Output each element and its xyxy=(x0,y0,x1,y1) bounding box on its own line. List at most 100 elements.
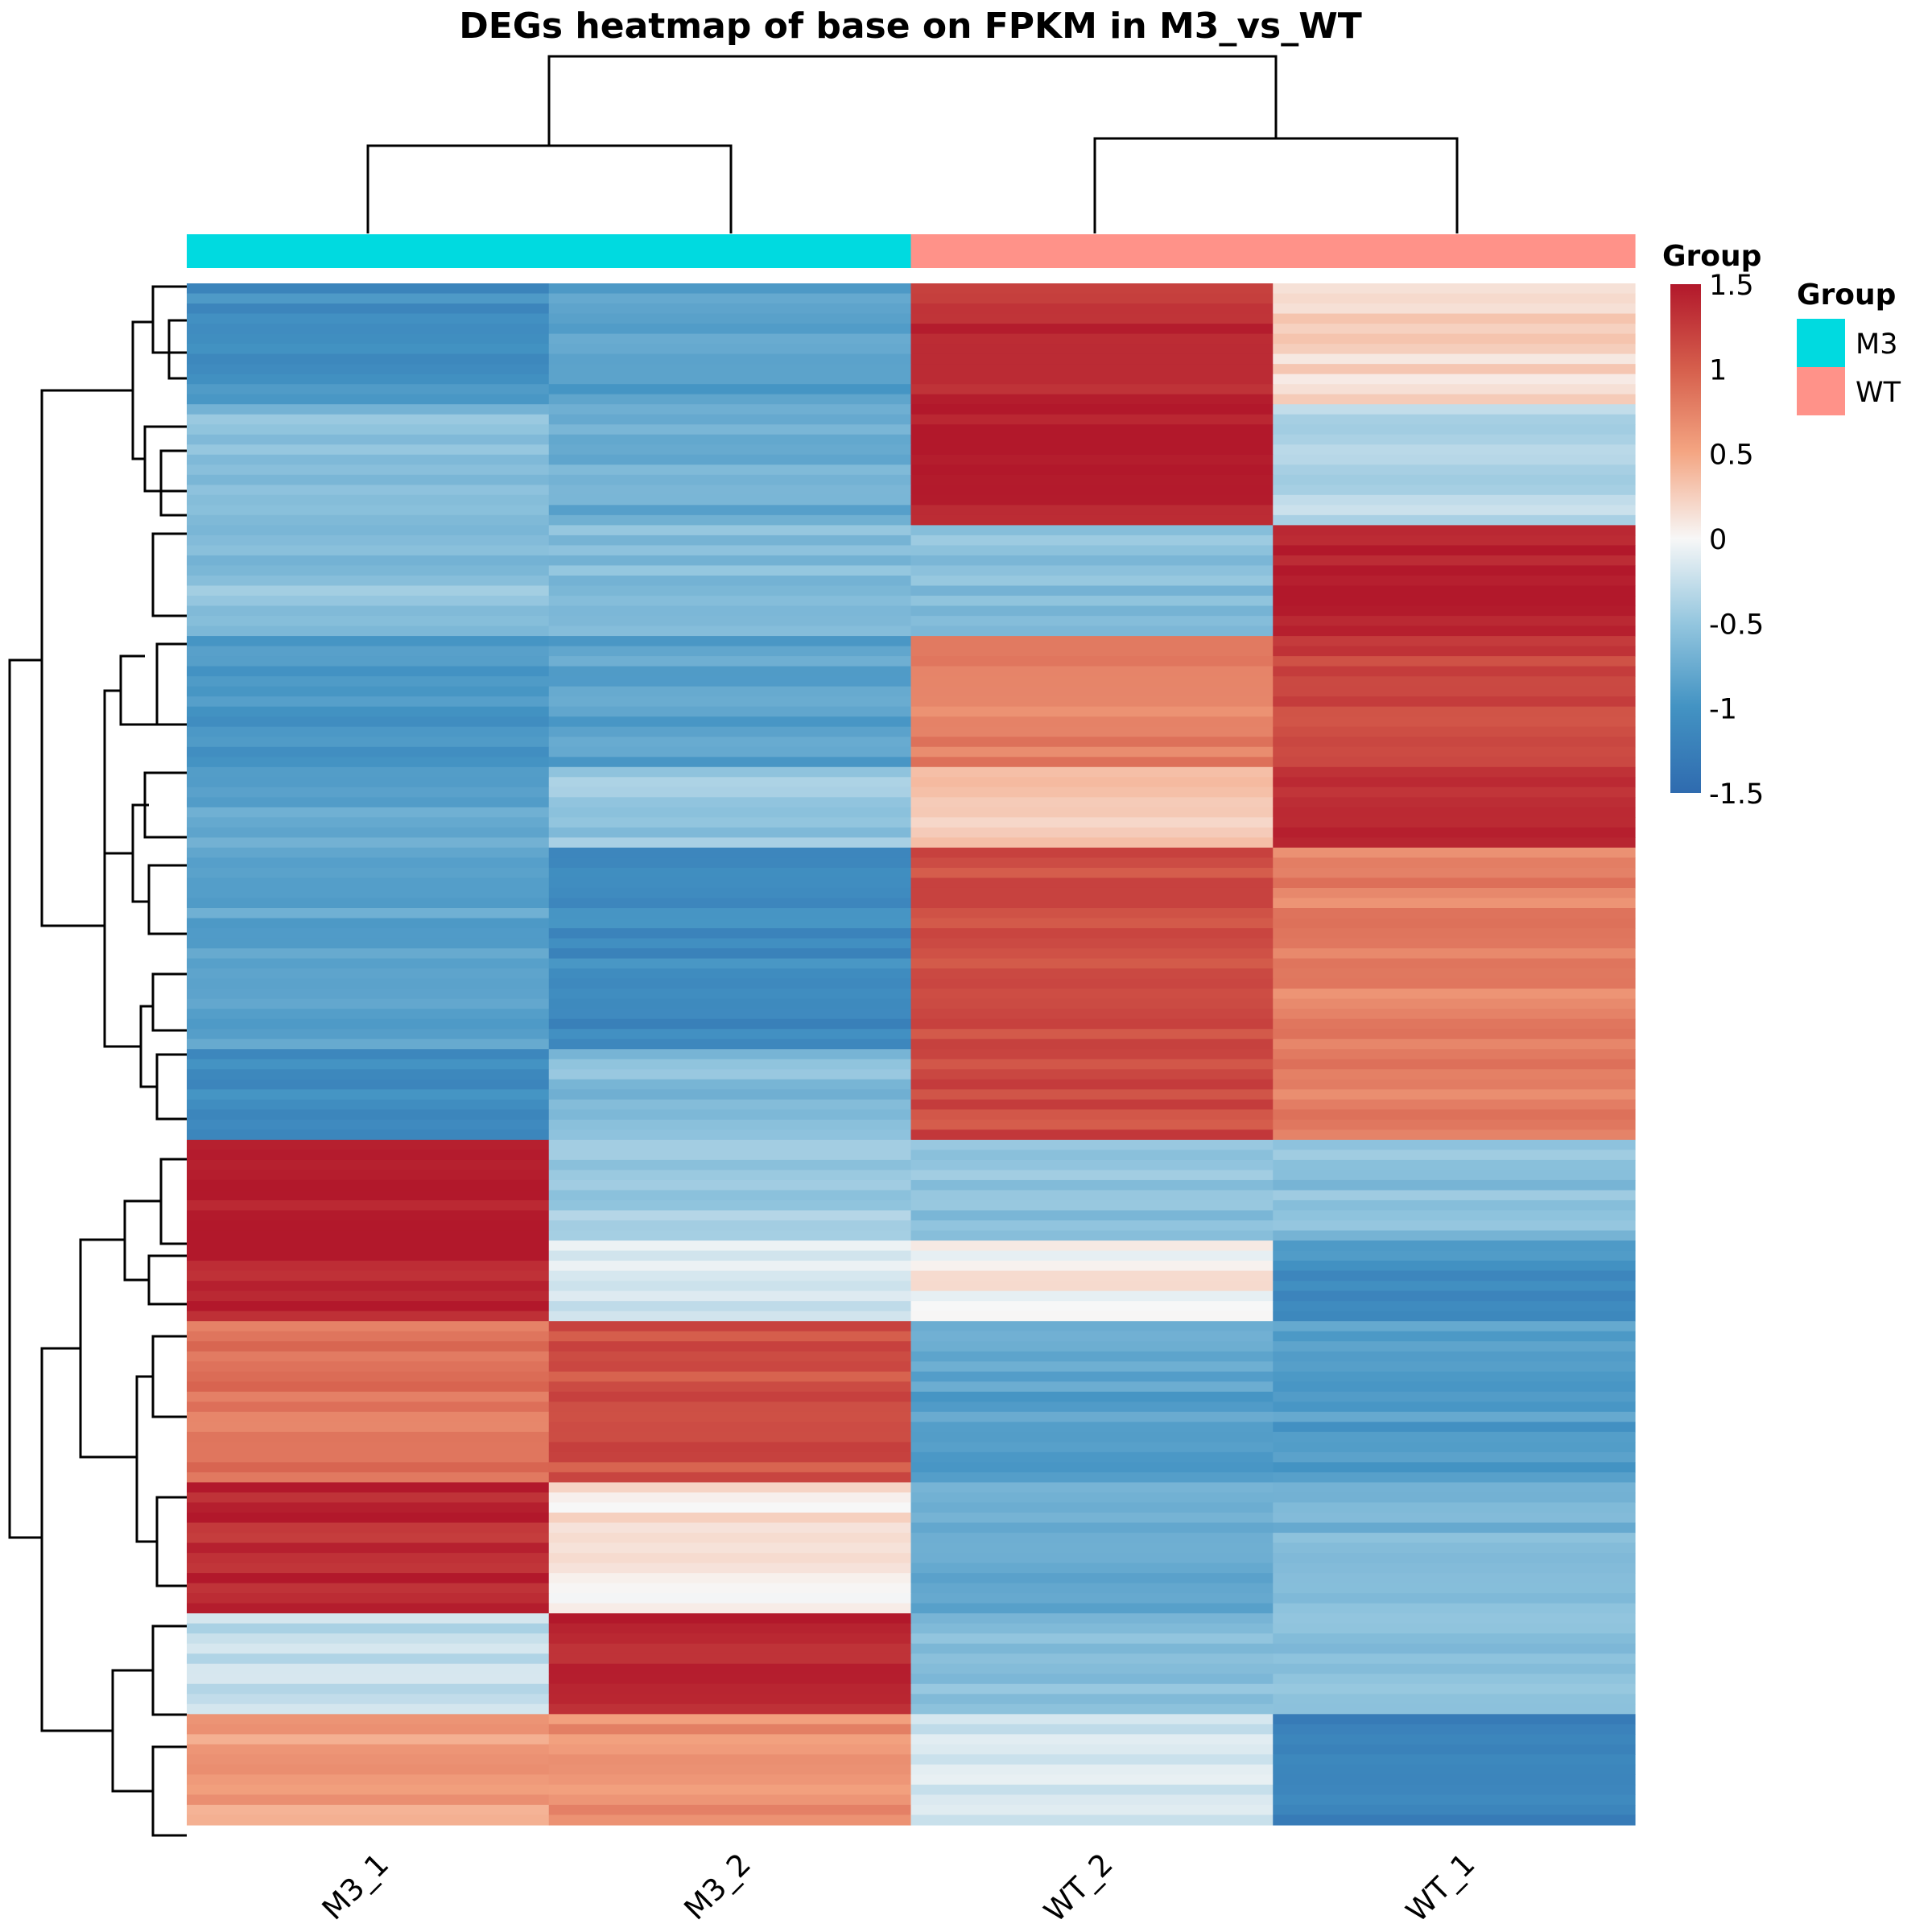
heatmap-cell xyxy=(910,737,1274,748)
heatmap-cell xyxy=(910,353,1274,365)
color-scale-tick-label: 0 xyxy=(1709,524,1727,556)
heatmap-cell xyxy=(187,1694,550,1705)
heatmap-cell xyxy=(1273,505,1636,516)
heatmap-cell xyxy=(1273,1261,1636,1272)
heatmap-cell xyxy=(1273,1744,1636,1755)
heatmap-cell xyxy=(548,1734,912,1745)
heatmap-cell xyxy=(187,1361,550,1373)
heatmap-cell xyxy=(910,726,1274,737)
heatmap-cell xyxy=(187,918,550,929)
heatmap-cell xyxy=(187,989,550,1000)
heatmap-cell xyxy=(910,857,1274,869)
heatmap-cell xyxy=(1273,1331,1636,1342)
heatmap-cell xyxy=(548,1764,912,1776)
heatmap-cell xyxy=(548,313,912,324)
heatmap-cell xyxy=(1273,494,1636,506)
heatmap-cell xyxy=(187,1794,550,1806)
heatmap-cell xyxy=(548,454,912,465)
group-bar-cell xyxy=(910,234,1274,268)
heatmap-cell xyxy=(187,293,550,304)
heatmap-cell xyxy=(187,1150,550,1161)
heatmap-cell xyxy=(187,636,550,647)
heatmap-cell xyxy=(1273,766,1636,778)
heatmap-cell xyxy=(1273,1724,1636,1735)
group-legend-items: M3 WT xyxy=(1797,319,1901,415)
heatmap-cell xyxy=(1273,998,1636,1009)
heatmap-cell xyxy=(187,1764,550,1776)
heatmap-cell xyxy=(910,394,1274,405)
heatmap-cell xyxy=(548,1311,912,1322)
heatmap-cell xyxy=(910,928,1274,939)
heatmap-cell xyxy=(548,797,912,808)
heatmap-cell xyxy=(910,1241,1274,1252)
heatmap-cell xyxy=(1273,1250,1636,1261)
heatmap-cell xyxy=(910,1281,1274,1292)
heatmap-cell xyxy=(910,958,1274,969)
heatmap-cell xyxy=(910,1431,1274,1443)
heatmap-cell xyxy=(548,867,912,879)
heatmap-cell xyxy=(548,494,912,506)
heatmap-cell xyxy=(910,494,1274,506)
heatmap-cell xyxy=(910,374,1274,385)
heatmap-cell xyxy=(548,616,912,627)
heatmap-cell xyxy=(1273,989,1636,1000)
heatmap-cell xyxy=(910,696,1274,708)
heatmap-cell xyxy=(1273,605,1636,617)
heatmap-cell xyxy=(548,1573,912,1584)
heatmap-cell xyxy=(187,1683,550,1695)
heatmap-cell xyxy=(187,353,550,365)
group-legend: Group M3 WT xyxy=(1797,279,1901,415)
heatmap-cell xyxy=(548,706,912,717)
group-legend-label: M3 xyxy=(1856,328,1897,361)
heatmap-cell xyxy=(1273,1230,1636,1241)
heatmap-cell xyxy=(910,1583,1274,1594)
heatmap-cell xyxy=(1273,1270,1636,1282)
heatmap-cell xyxy=(548,1220,912,1232)
heatmap-cell xyxy=(548,1361,912,1373)
color-scale-tick-label: -1.5 xyxy=(1709,778,1764,811)
heatmap-cell xyxy=(910,676,1274,687)
color-scale-tick-label: -1 xyxy=(1709,694,1737,726)
heatmap-cell xyxy=(910,596,1274,607)
heatmap-cell xyxy=(548,757,912,768)
heatmap-cell xyxy=(910,898,1274,909)
heatmap-cell xyxy=(1273,696,1636,708)
heatmap-cell xyxy=(910,1643,1274,1654)
heatmap-cell xyxy=(1273,1553,1636,1564)
heatmap-cell xyxy=(910,1059,1274,1070)
heatmap-cell xyxy=(910,1381,1274,1393)
heatmap-cell xyxy=(1273,1210,1636,1221)
heatmap-cell xyxy=(1273,1099,1636,1110)
heatmap-cell xyxy=(187,1089,550,1100)
heatmap-cell xyxy=(1273,1341,1636,1352)
heatmap-cell xyxy=(187,1563,550,1574)
heatmap-cell xyxy=(187,1533,550,1544)
heatmap-cell xyxy=(548,1472,912,1484)
heatmap-cell xyxy=(910,968,1274,980)
heatmap-cell xyxy=(1273,1714,1636,1725)
heatmap-cell xyxy=(910,1029,1274,1040)
heatmap-cell xyxy=(548,1381,912,1393)
heatmap-cell xyxy=(548,1451,912,1463)
column-labels: M3_1 M3_2 WT_2 WT_1 xyxy=(316,1847,1482,1929)
heatmap-cell xyxy=(1273,807,1636,818)
heatmap-cell xyxy=(187,535,550,547)
column-label: WT_1 xyxy=(1399,1847,1481,1929)
heatmap-cell xyxy=(910,918,1274,929)
heatmap-cell xyxy=(910,565,1274,576)
row-dendrogram-branch xyxy=(151,532,187,617)
heatmap-cell xyxy=(187,1018,550,1030)
heatmap-cell xyxy=(1273,1351,1636,1362)
heatmap-cell xyxy=(1273,344,1636,355)
heatmap-cell xyxy=(187,525,550,536)
heatmap-cell xyxy=(548,374,912,385)
heatmap-cell xyxy=(910,1049,1274,1060)
heatmap-cell xyxy=(187,1472,550,1484)
heatmap-cell xyxy=(187,968,550,980)
chart-title: DEGs heatmap of base on FPKM in M3_vs_WT xyxy=(459,6,1362,47)
heatmap-cell xyxy=(910,625,1274,637)
color-scale-tick-label: -0.5 xyxy=(1709,609,1764,641)
row-dendrogram-branch xyxy=(103,689,121,950)
heatmap-cell xyxy=(548,1542,912,1554)
heatmap-cell xyxy=(187,1451,550,1463)
